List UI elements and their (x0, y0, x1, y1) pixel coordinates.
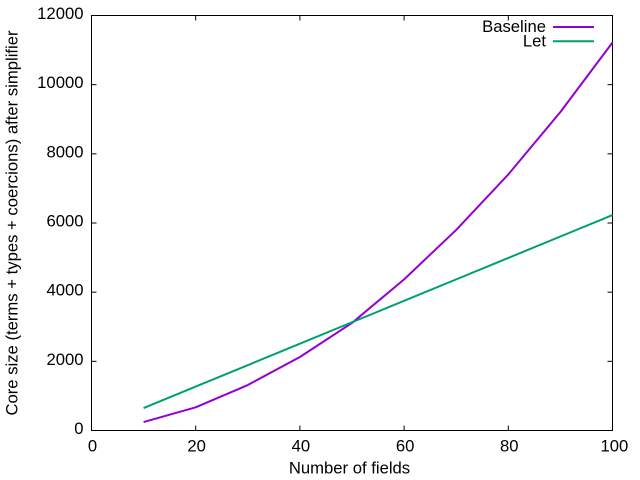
svg-text:12000: 12000 (37, 4, 83, 23)
svg-text:100: 100 (601, 437, 629, 456)
svg-text:Core size (terms + types + coe: Core size (terms + types + coercions) af… (3, 30, 22, 416)
svg-text:60: 60 (396, 437, 415, 456)
svg-text:8000: 8000 (46, 142, 83, 161)
svg-text:2000: 2000 (46, 350, 83, 369)
svg-text:80: 80 (500, 437, 519, 456)
svg-text:Baseline: Baseline (482, 17, 546, 36)
svg-text:0: 0 (74, 419, 83, 438)
svg-text:Let: Let (523, 32, 547, 51)
svg-text:10000: 10000 (37, 73, 83, 92)
svg-text:4000: 4000 (46, 281, 83, 300)
svg-text:Number of fields: Number of fields (289, 459, 410, 478)
svg-text:20: 20 (187, 437, 206, 456)
svg-text:6000: 6000 (46, 212, 83, 231)
svg-text:40: 40 (292, 437, 311, 456)
svg-text:0: 0 (88, 437, 97, 456)
